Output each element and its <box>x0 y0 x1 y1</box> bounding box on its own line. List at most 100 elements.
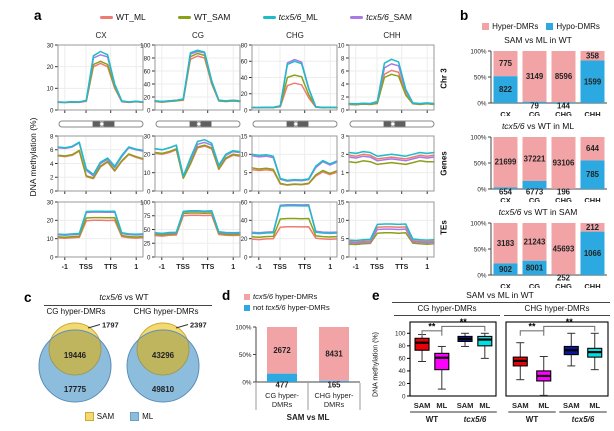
svg-text:10: 10 <box>47 236 54 243</box>
svg-text:358: 358 <box>586 51 600 60</box>
svg-text:60: 60 <box>398 356 406 363</box>
legend-item-wt-sam: WT_SAM <box>178 12 230 22</box>
boxplot-cg-hyper-dmrs: 0 20 40 60 80 100 ** ** SAM ML SAM ML WT tcx5/6 <box>382 318 500 428</box>
svg-text:100: 100 <box>140 199 151 206</box>
legend-label: tcx5/6 hyper-DMRs <box>253 292 318 301</box>
legend-item-tcx56-hyper: tcx5/6 hyper-DMRs <box>244 292 317 301</box>
svg-text:15: 15 <box>241 133 248 140</box>
tcx56-hyper-color-swatch <box>244 293 250 300</box>
svg-text:40: 40 <box>241 218 248 225</box>
svg-text:93106: 93106 <box>553 158 575 167</box>
chromosome-ideogram-chg <box>252 119 338 129</box>
svg-text:15: 15 <box>338 199 345 206</box>
svg-text:80: 80 <box>241 42 248 49</box>
svg-text:1: 1 <box>425 264 429 271</box>
boxplot-chg-hyper-dmrs: ** ** SAM ML SAM ML WT tcx5/6 <box>502 318 612 428</box>
svg-text:0: 0 <box>341 188 345 195</box>
panel-b-chart2-title: tcx5/6 vs WT in ML <box>501 121 575 131</box>
venn-cg-title: CG hyper-DMRs <box>46 307 106 316</box>
svg-text:0: 0 <box>147 107 151 114</box>
svg-text:212: 212 <box>586 223 600 232</box>
svg-text:100%: 100% <box>235 324 252 331</box>
lineplot-genes-cg: 0 10 20 30 <box>135 133 243 199</box>
svg-text:0%: 0% <box>242 379 252 386</box>
svg-text:4: 4 <box>341 81 345 88</box>
stacked-bar-tcx56-vs-wt-in-ml: 100% 50% 0% 21699 654 CX 37221 6773 CG 93106 196 CH… <box>463 132 613 202</box>
venn-chg-hyper-dmrs: 43296 49810 2397 <box>118 320 224 408</box>
panel-c-letter: c <box>24 290 32 305</box>
svg-text:100%: 100% <box>470 48 487 55</box>
svg-text:10: 10 <box>144 170 151 177</box>
panel-d: d tcx5/6 hyper-DMRs not tcx5/6 hyper-DMR… <box>214 288 368 431</box>
panel-a-y-axis-label: DNA methylation (%) <box>28 117 38 197</box>
not-tcx56-hyper-color-swatch <box>244 304 250 311</box>
svg-text:CHH: CHH <box>584 110 600 116</box>
svg-text:2: 2 <box>50 175 54 182</box>
panel-b-chart3-title: tcx5/6 vs WT in SAM <box>498 207 578 217</box>
svg-text:DMRs: DMRs <box>272 400 293 409</box>
svg-text:CG: CG <box>529 282 540 288</box>
svg-text:0: 0 <box>50 188 54 195</box>
legend-item-hypo-dmrs: Hypo-DMRs <box>546 22 600 31</box>
lineplot-tes-chh: 0 5 10 15 -1 TSS TTS 1 <box>329 199 437 275</box>
svg-text:4: 4 <box>50 161 54 168</box>
stacked-bar-sam-vs-ml-in-wt: 100% 50% 0% 775 822 CX 3149 79 CG 8596 144 CHG 358 15… <box>463 46 613 116</box>
column-title-chg: CHG <box>286 31 304 40</box>
svg-text:50%: 50% <box>474 74 487 81</box>
svg-text:75: 75 <box>144 213 151 220</box>
svg-text:CHG hyper-: CHG hyper- <box>315 391 354 400</box>
svg-text:196: 196 <box>557 188 571 197</box>
svg-text:1599: 1599 <box>584 77 602 86</box>
svg-text:1: 1 <box>134 264 138 271</box>
column-title-cx: CX <box>95 31 107 40</box>
legend-label: tcx5/6_ML <box>278 12 318 22</box>
svg-text:0: 0 <box>341 107 345 114</box>
svg-text:-1: -1 <box>62 264 68 271</box>
svg-text:6773: 6773 <box>526 188 544 197</box>
svg-text:TSS: TSS <box>370 264 384 271</box>
legend-item-ml: ML <box>130 412 153 421</box>
svg-text:822: 822 <box>499 85 513 94</box>
svg-text:0: 0 <box>244 107 248 114</box>
svg-text:654: 654 <box>499 188 513 197</box>
lineplot-tes-cx: 0 10 20 30 -1 TSS TTS 1 <box>38 199 146 275</box>
svg-text:CX: CX <box>500 110 510 116</box>
panel-e-y-axis-label: DNA methylation (%) <box>372 332 380 397</box>
legend-item-tcx56-sam: tcx5/6_SAM <box>350 12 412 22</box>
svg-text:TSS: TSS <box>273 264 287 271</box>
chromosome-ideogram-cx <box>58 119 144 129</box>
svg-text:ML: ML <box>589 401 600 410</box>
svg-text:TTS: TTS <box>104 264 118 271</box>
svg-text:TSS: TSS <box>79 264 93 271</box>
svg-text:100: 100 <box>140 42 151 49</box>
svg-text:CHH: CHH <box>584 282 600 288</box>
svg-text:2672: 2672 <box>273 346 291 355</box>
svg-text:0%: 0% <box>477 100 487 107</box>
svg-text:20: 20 <box>144 152 151 159</box>
svg-text:40: 40 <box>398 368 406 375</box>
svg-text:CHG: CHG <box>555 110 572 116</box>
svg-text:CG: CG <box>529 196 540 202</box>
stacked-bar-tcx56-vs-wt-in-sam: 100% 50% 0% 3183 902 CX 21243 8001 CG 45693 252 CHG… <box>463 218 613 288</box>
svg-text:45693: 45693 <box>553 244 575 253</box>
svg-text:477: 477 <box>275 381 288 390</box>
svg-text:10: 10 <box>47 86 54 93</box>
ml-color-swatch <box>130 412 140 421</box>
svg-text:0: 0 <box>50 107 54 114</box>
svg-text:CX: CX <box>500 282 510 288</box>
chromosome-ideogram-cg <box>155 119 241 129</box>
svg-text:40: 40 <box>241 75 248 82</box>
svg-text:0%: 0% <box>477 272 487 279</box>
svg-text:TTS: TTS <box>298 264 312 271</box>
svg-text:902: 902 <box>499 265 513 274</box>
venn-chg-title: CHG hyper-DMRs <box>133 307 199 316</box>
svg-text:2397: 2397 <box>190 321 207 330</box>
svg-text:20: 20 <box>47 64 54 71</box>
panel-a-letter: a <box>34 8 42 23</box>
svg-text:-1: -1 <box>256 264 262 271</box>
svg-text:21243: 21243 <box>524 237 546 246</box>
svg-text:785: 785 <box>586 170 600 179</box>
svg-text:60: 60 <box>241 199 248 206</box>
svg-text:100%: 100% <box>470 134 487 141</box>
